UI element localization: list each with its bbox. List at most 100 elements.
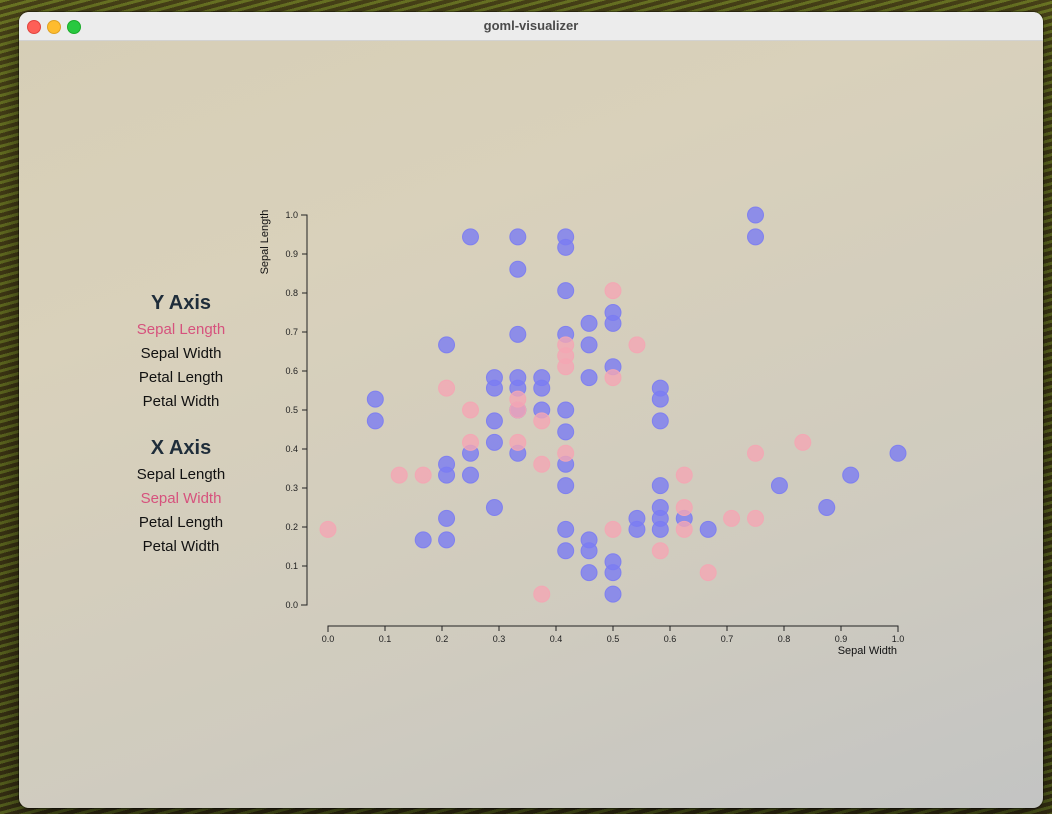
data-point: [533, 379, 551, 397]
x-axis-label: Sepal Width: [838, 645, 897, 657]
data-point: [414, 466, 432, 484]
data-point: [557, 358, 575, 376]
data-point: [557, 444, 575, 462]
data-point: [462, 228, 479, 246]
y-tick-label: 1.0: [285, 210, 298, 220]
y-tick-label: 0.3: [285, 483, 298, 493]
data-point: [557, 282, 575, 300]
data-point: [842, 466, 860, 484]
x-option-sepal-width[interactable]: Sepal Width: [140, 490, 222, 507]
data-point: [557, 238, 575, 256]
data-point: [651, 390, 669, 408]
data-point: [557, 477, 575, 495]
y-option-sepal-length[interactable]: Sepal Length: [136, 321, 226, 338]
data-point: [438, 531, 456, 549]
data-point: [651, 412, 669, 430]
y-axis-panel: Y Axis Sepal Length Sepal Width Petal Le…: [114, 288, 248, 414]
x-tick-label: 0.6: [664, 634, 677, 644]
data-point: [438, 509, 456, 527]
data-point: [533, 585, 551, 603]
data-points: [319, 206, 907, 603]
y-option-sepal-width[interactable]: Sepal Width: [140, 345, 222, 362]
scatter-plot: 0.0 0.1 0.2 0.3 0.4 0.5 0.6 0.7 0.8 0.9 1.0 0.0 0.1…: [259, 206, 907, 657]
x-tick-label: 0.0: [322, 634, 335, 644]
x-option-petal-width[interactable]: Petal Width: [142, 538, 220, 555]
data-point: [604, 564, 622, 582]
data-point: [557, 401, 575, 419]
data-point: [723, 509, 741, 527]
x-tick-label: 0.1: [379, 634, 392, 644]
y-option-petal-length[interactable]: Petal Length: [138, 369, 224, 386]
data-point: [747, 228, 764, 246]
data-point: [485, 499, 503, 516]
data-point: [604, 314, 622, 332]
data-point: [580, 336, 598, 354]
data-point: [675, 466, 693, 484]
data-point: [438, 336, 456, 354]
y-tick-label: 0.6: [285, 366, 298, 376]
data-point: [699, 564, 717, 582]
x-tick-label: 0.5: [607, 634, 620, 644]
y-tick-label: 0.7: [285, 327, 298, 337]
close-window-button[interactable]: [27, 20, 41, 34]
data-point: [533, 412, 551, 430]
x-tick-label: 0.4: [550, 634, 563, 644]
data-point: [580, 564, 598, 582]
y-axis-heading: Y Axis: [150, 292, 212, 314]
x-axis: 0.0 0.1 0.2 0.3 0.4 0.5 0.6 0.7 0.8 0.9 1.0: [322, 625, 905, 644]
data-point: [651, 542, 669, 560]
data-point: [604, 369, 622, 387]
data-point: [699, 520, 717, 538]
x-option-sepal-length[interactable]: Sepal Length: [136, 466, 226, 483]
data-point: [628, 520, 646, 538]
minimize-window-button[interactable]: [47, 20, 61, 34]
x-axis-panel: X Axis Sepal Length Sepal Width Petal Le…: [114, 433, 248, 559]
data-point: [557, 542, 575, 560]
data-point: [747, 509, 764, 527]
data-point: [628, 336, 646, 354]
y-axis: 0.0 0.1 0.2 0.3 0.4 0.5 0.6 0.7 0.8 0.9 1.0: [285, 210, 308, 610]
data-point: [604, 520, 622, 538]
data-point: [485, 412, 503, 430]
data-point: [580, 369, 598, 387]
data-point: [462, 401, 479, 419]
data-point: [438, 466, 456, 484]
data-point: [414, 531, 432, 549]
data-point: [889, 444, 907, 462]
data-point: [366, 412, 384, 430]
data-point: [604, 585, 622, 603]
x-tick-label: 0.2: [436, 634, 449, 644]
data-point: [651, 520, 669, 538]
data-point: [319, 520, 337, 538]
data-point: [366, 390, 384, 408]
x-axis-heading: X Axis: [150, 437, 212, 459]
data-point: [509, 260, 527, 278]
data-point: [794, 433, 812, 451]
data-point: [818, 499, 836, 516]
x-tick-label: 0.9: [835, 634, 848, 644]
y-tick-label: 0.2: [285, 522, 298, 532]
data-point: [747, 444, 764, 462]
y-tick-label: 0.9: [285, 249, 298, 259]
data-point: [675, 520, 693, 538]
data-point: [509, 228, 527, 246]
y-option-petal-width[interactable]: Petal Width: [142, 393, 220, 410]
x-option-petal-length[interactable]: Petal Length: [138, 514, 224, 531]
data-point: [580, 314, 598, 332]
data-point: [675, 499, 693, 516]
x-tick-label: 0.7: [721, 634, 734, 644]
data-point: [509, 325, 527, 343]
x-tick-label: 1.0: [892, 634, 905, 644]
data-point: [557, 423, 575, 441]
data-point: [462, 433, 479, 451]
maximize-window-button[interactable]: [67, 20, 81, 34]
data-point: [390, 466, 408, 484]
data-point: [747, 206, 764, 224]
data-point: [509, 433, 527, 451]
data-point: [438, 379, 456, 397]
x-tick-label: 0.3: [493, 634, 506, 644]
window-title: goml-visualizer: [483, 18, 579, 33]
title-bar: goml-visualizer: [19, 12, 1043, 41]
y-tick-label: 0.5: [285, 405, 298, 415]
data-point: [557, 520, 575, 538]
